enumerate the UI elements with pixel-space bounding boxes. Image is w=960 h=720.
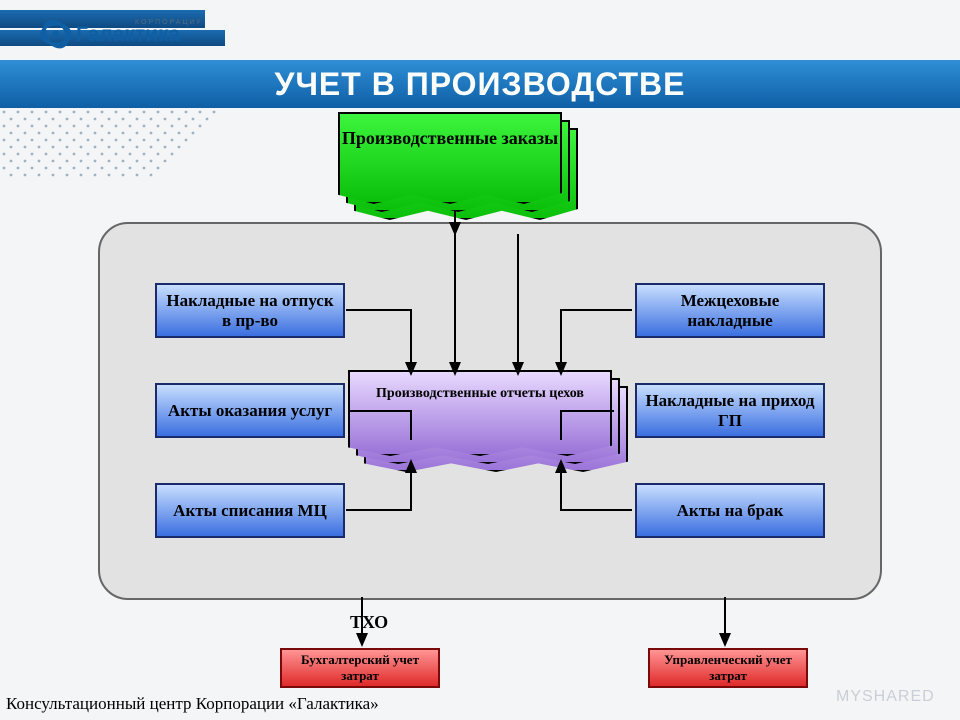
result-box-0: Бухгалтерский учет затрат (280, 648, 440, 688)
txo-label: ТХО (350, 612, 388, 633)
production-orders-label: Производственные заказы (340, 128, 560, 149)
result-box-1: Управленческий учет затрат (648, 648, 808, 688)
logo: Галактика КОРПОРАЦИЯ (40, 16, 200, 50)
svg-text:КОРПОРАЦИЯ: КОРПОРАЦИЯ (135, 19, 200, 26)
doc-box-r2: Акты на брак (635, 483, 825, 538)
page-title-bar: УЧЕТ В ПРОИЗВОДСТВЕ (0, 60, 960, 108)
doc-box-l1: Акты оказания услуг (155, 383, 345, 438)
footer-text: Консультационный центр Корпорации «Галак… (6, 694, 379, 714)
doc-box-l2: Акты списания МЦ (155, 483, 345, 538)
production-reports-card: Производственные отчеты цехов (348, 370, 612, 456)
svg-text:Галактика: Галактика (76, 23, 181, 46)
production-reports-stack: Производственные отчеты цехов (348, 370, 624, 468)
production-reports-label: Производственные отчеты цехов (350, 386, 610, 402)
doc-box-r1: Накладные на приход ГП (635, 383, 825, 438)
production-orders-stack: Производственные заказы (338, 112, 574, 216)
header-dot-pattern (0, 108, 240, 188)
watermark: MYSHARED (836, 688, 935, 706)
page-title: УЧЕТ В ПРОИЗВОДСТВЕ (275, 66, 686, 103)
doc-box-l0: Накладные на отпуск в пр-во (155, 283, 345, 338)
production-orders-card: Производственные заказы (338, 112, 562, 204)
doc-box-r0: Межцеховые накладные (635, 283, 825, 338)
